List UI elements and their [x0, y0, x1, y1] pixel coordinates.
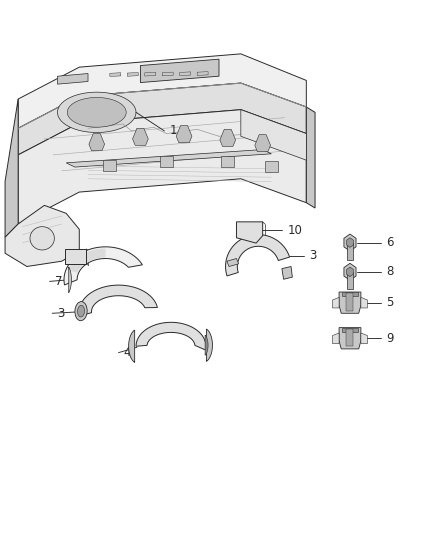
- Polygon shape: [89, 134, 105, 151]
- Polygon shape: [255, 135, 271, 152]
- Polygon shape: [346, 238, 353, 247]
- Text: 6: 6: [386, 236, 393, 249]
- Text: 1: 1: [170, 124, 177, 138]
- Polygon shape: [18, 83, 306, 155]
- Polygon shape: [347, 272, 353, 289]
- Text: 7: 7: [55, 275, 62, 288]
- Polygon shape: [346, 293, 353, 311]
- Polygon shape: [205, 335, 208, 356]
- Polygon shape: [237, 222, 263, 243]
- Polygon shape: [129, 330, 134, 362]
- Polygon shape: [5, 99, 18, 237]
- Polygon shape: [69, 267, 71, 293]
- FancyBboxPatch shape: [65, 249, 86, 264]
- Polygon shape: [162, 72, 173, 76]
- Polygon shape: [66, 150, 272, 167]
- Polygon shape: [18, 54, 306, 128]
- Text: 10: 10: [288, 224, 302, 237]
- Ellipse shape: [78, 305, 85, 317]
- Polygon shape: [226, 235, 290, 276]
- Text: 3: 3: [309, 249, 317, 262]
- Text: 11: 11: [74, 253, 88, 266]
- Polygon shape: [176, 126, 192, 143]
- Polygon shape: [136, 322, 206, 350]
- Polygon shape: [342, 328, 358, 332]
- Polygon shape: [57, 74, 88, 84]
- Polygon shape: [67, 98, 126, 127]
- Polygon shape: [220, 130, 236, 147]
- Polygon shape: [344, 263, 356, 280]
- Polygon shape: [127, 72, 138, 76]
- Polygon shape: [160, 156, 173, 166]
- Polygon shape: [133, 128, 148, 146]
- Polygon shape: [221, 156, 234, 166]
- Polygon shape: [30, 227, 54, 250]
- Polygon shape: [141, 59, 219, 83]
- Text: 8: 8: [386, 265, 393, 278]
- Polygon shape: [332, 297, 339, 308]
- Text: 4: 4: [124, 346, 131, 359]
- Polygon shape: [227, 259, 239, 266]
- Polygon shape: [306, 107, 315, 208]
- Polygon shape: [5, 205, 79, 266]
- Polygon shape: [79, 285, 157, 316]
- Text: 3: 3: [57, 307, 65, 320]
- Polygon shape: [332, 333, 339, 344]
- Polygon shape: [265, 161, 278, 172]
- Polygon shape: [339, 328, 361, 349]
- Ellipse shape: [75, 302, 87, 321]
- Polygon shape: [57, 92, 136, 133]
- Polygon shape: [344, 234, 356, 251]
- Polygon shape: [197, 71, 208, 75]
- Polygon shape: [347, 243, 353, 260]
- Polygon shape: [64, 247, 142, 285]
- Polygon shape: [282, 266, 292, 279]
- Text: 9: 9: [386, 332, 393, 345]
- Polygon shape: [339, 292, 361, 313]
- Polygon shape: [206, 329, 212, 361]
- Polygon shape: [346, 267, 353, 277]
- Polygon shape: [18, 110, 306, 224]
- Polygon shape: [68, 248, 106, 273]
- Polygon shape: [241, 110, 306, 160]
- Text: 5: 5: [386, 296, 393, 309]
- Polygon shape: [361, 297, 367, 308]
- Polygon shape: [145, 72, 155, 76]
- Polygon shape: [103, 160, 117, 171]
- Polygon shape: [180, 72, 191, 76]
- Polygon shape: [110, 72, 121, 76]
- Polygon shape: [346, 329, 353, 346]
- Polygon shape: [361, 333, 367, 344]
- Polygon shape: [342, 292, 358, 296]
